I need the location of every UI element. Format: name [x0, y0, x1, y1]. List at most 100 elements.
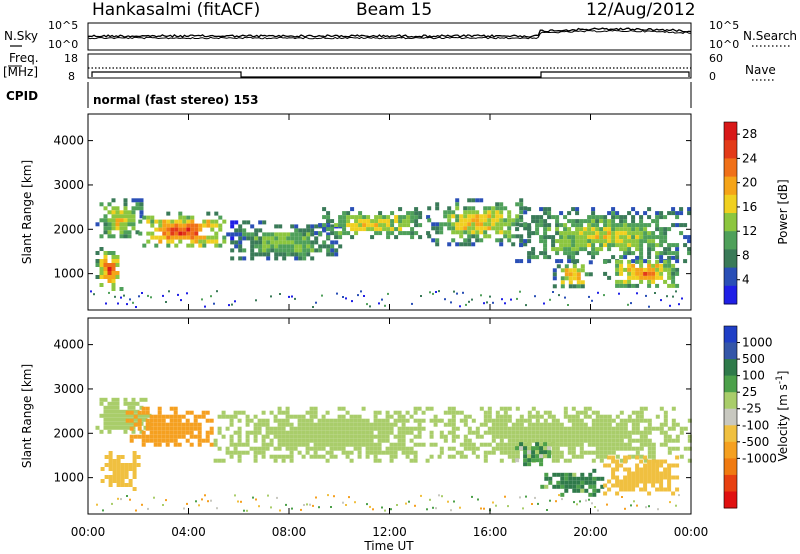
heatmap-cell: [572, 472, 577, 477]
heatmap-cell: [507, 430, 512, 435]
heatmap-cell: [366, 503, 368, 506]
heatmap-cell: [543, 219, 548, 224]
heatmap-cell: [579, 442, 584, 447]
heatmap-cell: [305, 418, 310, 423]
heatmap-cell: [667, 475, 672, 480]
power-colorbar-label: Power [dB]: [776, 179, 790, 244]
heatmap-cell: [310, 240, 315, 245]
heatmap-cell: [137, 426, 142, 431]
heatmap-cell: [357, 430, 362, 435]
heatmap-cell: [111, 198, 116, 203]
heatmap-cell: [591, 434, 596, 439]
heatmap-cell: [266, 232, 271, 237]
heatmap-cell: [507, 426, 512, 431]
heatmap-cell: [679, 430, 684, 435]
heatmap-cell: [361, 418, 366, 423]
heatmap-cell: [317, 426, 322, 431]
heatmap-cell: [123, 401, 128, 406]
heatmap-cell: [439, 230, 444, 235]
heatmap-cell: [394, 227, 399, 232]
heatmap-cell: [483, 450, 488, 455]
heatmap-cell: [603, 463, 608, 468]
heatmap-cell: [318, 506, 320, 509]
heatmap-cell: [329, 430, 334, 435]
heatmap-cell: [456, 292, 458, 295]
heatmap-cell: [655, 263, 660, 268]
heatmap-cell: [447, 242, 452, 247]
heatmap-cell: [611, 475, 616, 480]
heatmap-cell: [651, 426, 656, 431]
heatmap-cell: [543, 426, 548, 431]
heatmap-cell: [567, 418, 572, 423]
heatmap-cell: [350, 215, 355, 220]
heatmap-cell: [563, 442, 568, 447]
heatmap-cell: [639, 259, 644, 264]
heatmap-cell: [655, 223, 660, 228]
heatmap-cell: [120, 467, 125, 471]
heatmap-cell: [317, 438, 322, 443]
heatmap-cell: [141, 406, 146, 411]
heatmap-cell: [312, 306, 314, 308]
heatmap-cell: [302, 240, 307, 245]
heatmap-cell: [369, 505, 371, 508]
heatmap-cell: [305, 410, 310, 415]
heatmap-cell: [321, 426, 326, 431]
heatmap-cell: [595, 430, 600, 435]
heatmap-cell: [515, 218, 520, 223]
heatmap-cell: [579, 235, 584, 240]
heatmap-cell: [663, 487, 668, 492]
heatmap-cell: [655, 426, 660, 431]
heatmap-cell: [413, 434, 418, 439]
heatmap-cell: [298, 236, 303, 241]
heatmap-cell: [607, 426, 612, 431]
heatmap-cell: [262, 220, 267, 225]
heatmap-cell: [261, 450, 266, 455]
heatmap-cell: [363, 295, 365, 297]
heatmap-cell: [103, 226, 108, 231]
heatmap-cell: [459, 442, 464, 447]
heatmap-cell: [655, 471, 660, 476]
heatmap-cell: [255, 498, 257, 501]
heatmap-cell: [334, 235, 339, 240]
heatmap-cell: [531, 231, 536, 236]
heatmap-cell: [125, 418, 130, 423]
x-tick-label: 00:00: [674, 525, 709, 539]
heatmap-cell: [112, 463, 117, 467]
heatmap-cell: [197, 442, 202, 447]
heatmap-cell: [254, 236, 259, 241]
heatmap-cell: [647, 235, 652, 240]
heatmap-cell: [337, 418, 342, 423]
heatmap-cell: [563, 434, 568, 439]
heatmap-cell: [607, 442, 612, 447]
heatmap-cell: [420, 494, 422, 497]
heatmap-cell: [329, 426, 334, 431]
heatmap-cell: [607, 239, 612, 244]
heatmap-cell: [279, 509, 281, 512]
heatmap-cell: [463, 438, 468, 443]
heatmap-cell: [547, 235, 552, 240]
heatmap-cell: [534, 496, 536, 499]
heatmap-cell: [675, 255, 680, 260]
colorbar-swatch: [724, 425, 737, 443]
heatmap-cell: [675, 247, 680, 252]
heatmap-cell: [373, 422, 378, 427]
heatmap-cell: [539, 235, 544, 240]
heatmap-cell: [426, 215, 431, 220]
heatmap-cell: [290, 252, 295, 257]
heatmap-cell: [599, 426, 604, 431]
heatmap-cell: [571, 219, 576, 224]
heatmap-cell: [572, 260, 577, 265]
heatmap-cell: [306, 228, 311, 233]
heatmap-cell: [519, 210, 524, 215]
heatmap-cell: [233, 450, 238, 455]
heatmap-cell: [357, 414, 362, 419]
heatmap-cell: [571, 239, 576, 244]
heatmap-cell: [663, 231, 668, 236]
heatmap-cell: [583, 430, 588, 435]
heatmap-cell: [556, 264, 561, 269]
heatmap-cell: [671, 438, 676, 443]
heatmap-cell: [330, 248, 335, 253]
heatmap-cell: [659, 231, 664, 236]
heatmap-cell: [145, 426, 150, 431]
heatmap-cell: [615, 259, 620, 264]
